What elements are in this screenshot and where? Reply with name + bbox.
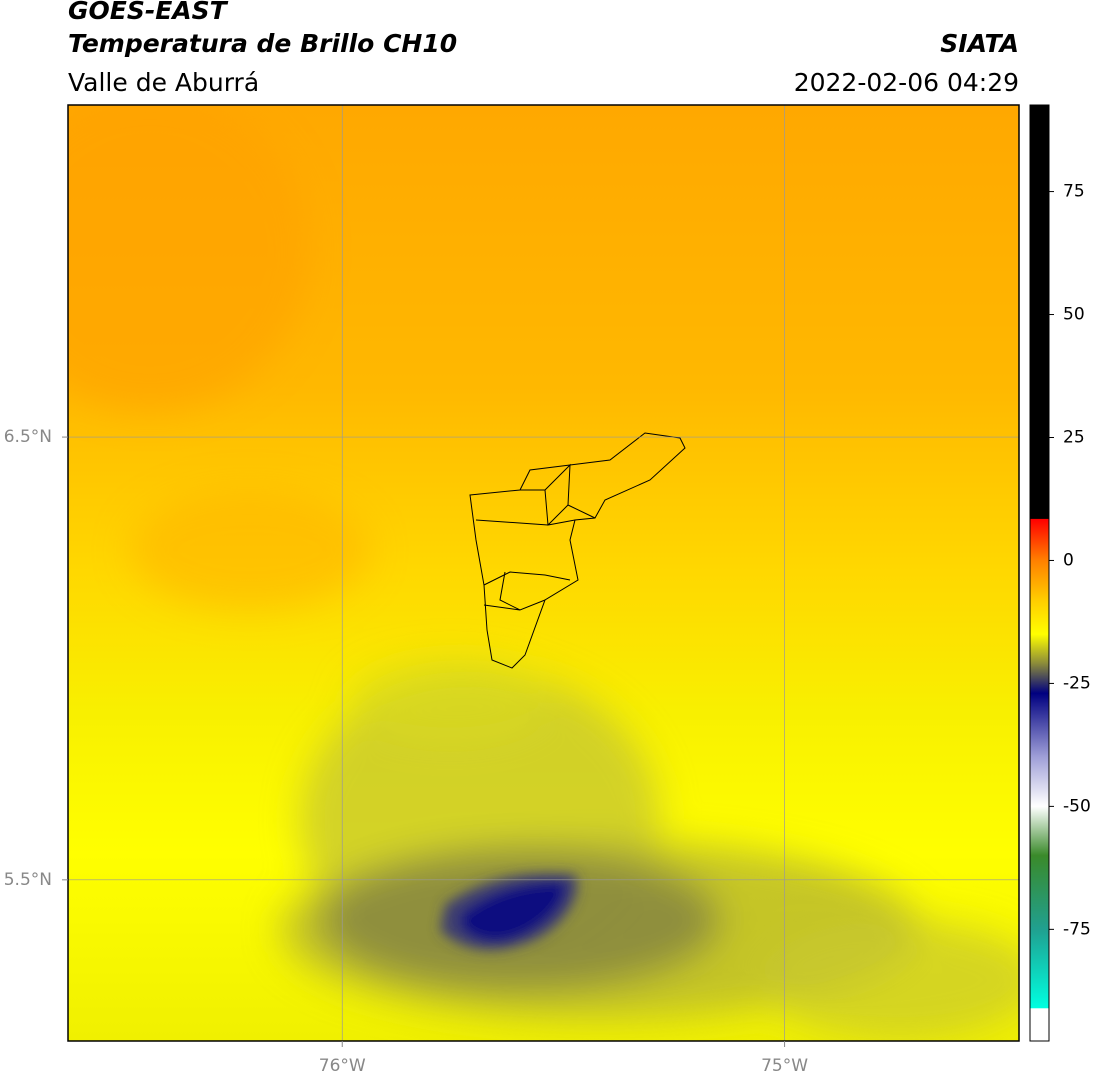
colorbar-tick-label: -50 [1063, 796, 1091, 816]
source: SIATA [940, 29, 1019, 58]
colorbar [1029, 104, 1050, 1042]
colorbar-tick-label: 25 [1063, 427, 1085, 447]
colorbar-tick-label: 0 [1063, 550, 1074, 570]
cloud-field [68, 105, 1019, 1040]
timestamp: 2022-02-06 04:29 [794, 68, 1019, 97]
x-tick-label: 75°W [761, 1056, 808, 1076]
cold-core [440, 873, 578, 950]
y-tick-label: 6.5°N [4, 427, 52, 447]
y-tick-label: 5.5°N [4, 870, 52, 890]
subtitle: Temperatura de Brillo CH10 [68, 29, 457, 58]
region: Valle de Aburrá [68, 68, 259, 97]
colorbar-tick-label: -75 [1063, 919, 1091, 939]
colorbar-tick-label: 50 [1063, 305, 1085, 325]
colorbar-tick-label: 75 [1063, 182, 1085, 202]
title: GOES-EAST [68, 0, 229, 25]
x-tick-label: 76°W [319, 1056, 366, 1076]
brightness-field [68, 105, 1019, 1041]
colorbar-tick-label: -25 [1063, 673, 1091, 693]
map-frame [67, 104, 1020, 1042]
municipality-boundaries [469, 432, 686, 669]
